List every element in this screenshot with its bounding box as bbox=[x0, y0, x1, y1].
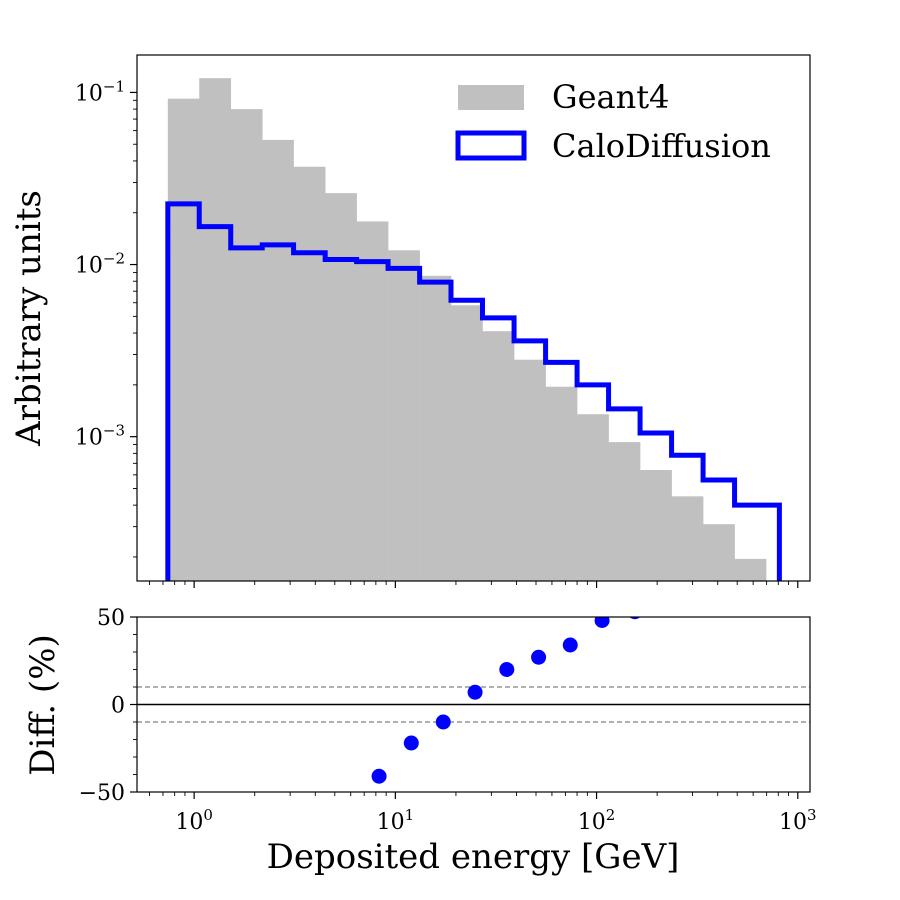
geant4-bar bbox=[419, 275, 452, 581]
difference-points bbox=[371, 617, 641, 784]
calodiffusion-step-line bbox=[165, 201, 782, 581]
top-x-axis-ticks bbox=[149, 581, 799, 588]
geant4-bar bbox=[356, 221, 389, 581]
distribution-plot: 10−1 10−2 10−3 Arbitrary units Geant4 Calo… bbox=[9, 54, 811, 588]
geant4-histogram bbox=[167, 78, 780, 581]
legend-label-geant4: Geant4 bbox=[552, 78, 669, 116]
geant4-bar bbox=[199, 78, 232, 581]
geant4-bar bbox=[640, 470, 672, 581]
geant4-bar bbox=[325, 193, 357, 581]
difference-point bbox=[531, 649, 547, 665]
bottom-y-tick-label: 50 bbox=[97, 606, 125, 631]
x-axis: 100 101 102 103 bbox=[149, 792, 817, 835]
top-y-tick-label: 10−3 bbox=[75, 422, 125, 451]
x-tick-label: 102 bbox=[578, 806, 616, 835]
legend: Geant4 CaloDiffusion bbox=[455, 78, 771, 165]
top-y-tick-label: 10−1 bbox=[75, 77, 125, 106]
difference-point bbox=[594, 617, 610, 628]
geant4-bar bbox=[703, 524, 735, 581]
legend-label-calodiffusion: CaloDiffusion bbox=[552, 127, 771, 165]
difference-point bbox=[403, 735, 419, 751]
bottom-y-tick-label: −50 bbox=[79, 781, 125, 806]
geant4-bar bbox=[167, 98, 200, 581]
difference-point bbox=[562, 637, 578, 653]
bottom-y-axis-label: Diff. (%) bbox=[23, 634, 63, 776]
geant4-bar bbox=[545, 386, 578, 581]
difference-point bbox=[435, 714, 451, 730]
geant4-bar bbox=[388, 250, 420, 581]
geant4-bar bbox=[514, 359, 546, 581]
geant4-bar bbox=[293, 166, 326, 581]
ratio-plot: 50 0 −50 100 101 102 103 Diff. (%) Deposited … bbox=[23, 606, 817, 877]
x-tick-label: 103 bbox=[779, 806, 817, 835]
difference-point bbox=[371, 768, 387, 784]
x-tick-label: 101 bbox=[377, 806, 415, 835]
bottom-y-tick-label: 0 bbox=[111, 694, 125, 719]
top-y-tick-label: 10−2 bbox=[75, 250, 125, 279]
difference-point bbox=[467, 684, 483, 700]
geant4-bar bbox=[230, 109, 263, 581]
geant4-bar bbox=[262, 139, 294, 581]
geant4-bar bbox=[577, 414, 609, 581]
top-y-axis-label: Arbitrary units bbox=[9, 190, 49, 447]
geant4-bar bbox=[482, 331, 515, 581]
difference-point bbox=[499, 662, 515, 677]
x-tick-label: 100 bbox=[175, 806, 213, 835]
geant4-bar bbox=[671, 496, 704, 581]
bottom-y-axis: 50 0 −50 bbox=[79, 606, 137, 806]
legend-swatch-calodiffusion bbox=[455, 130, 527, 161]
geant4-bar bbox=[608, 442, 641, 581]
x-axis-label: Deposited energy [GeV] bbox=[267, 837, 680, 877]
top-y-axis: 10−1 10−2 10−3 bbox=[75, 77, 137, 558]
geant4-bar bbox=[734, 558, 767, 581]
geant4-bar bbox=[450, 305, 483, 581]
legend-swatch-geant4 bbox=[458, 85, 524, 110]
top-plot-frame bbox=[136, 54, 811, 582]
